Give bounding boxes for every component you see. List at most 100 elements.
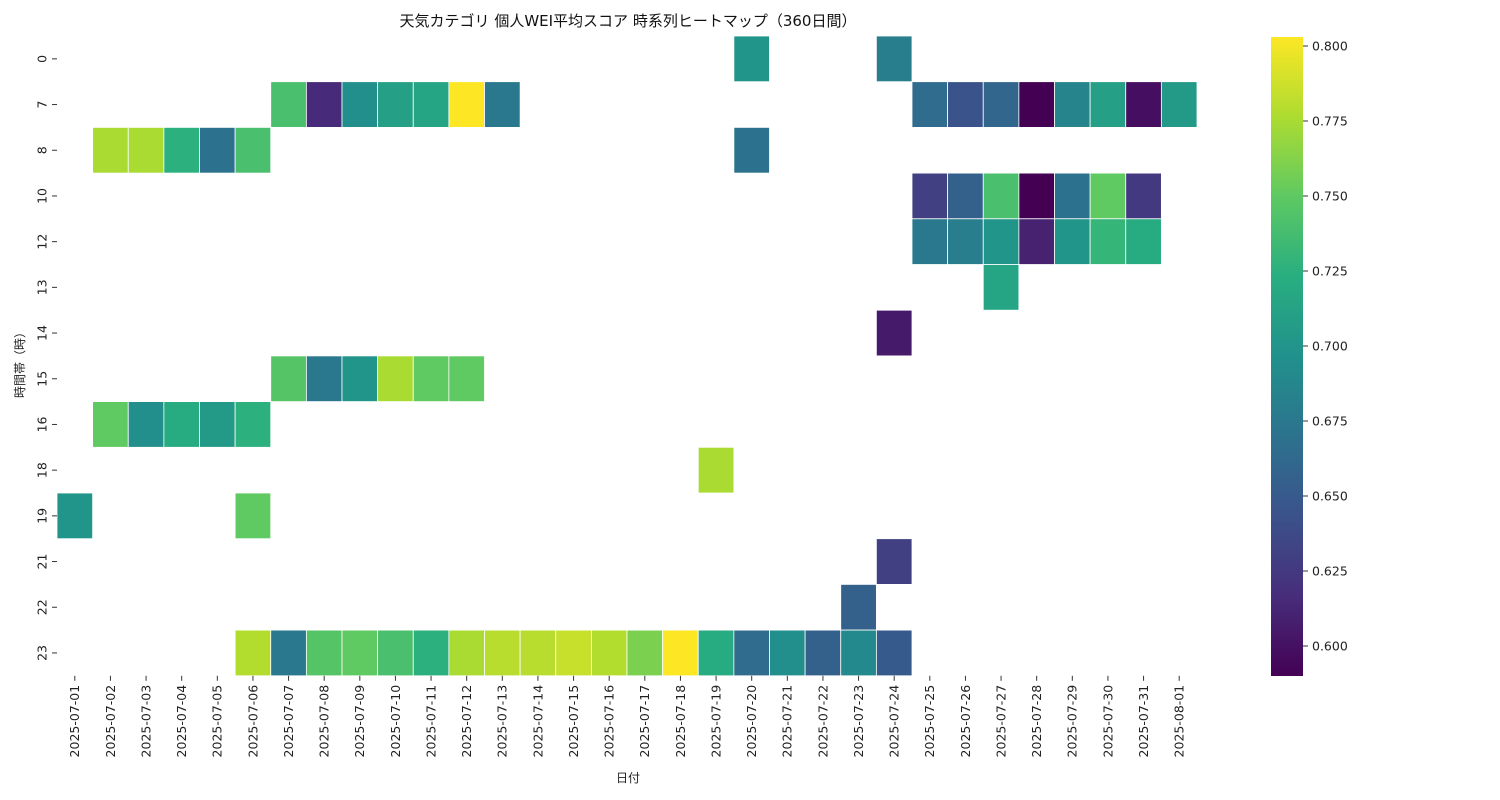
heatmap-cell <box>1018 81 1055 128</box>
heatmap-cell <box>1125 218 1162 265</box>
heatmap-cell <box>234 401 272 448</box>
heatmap-cell <box>234 492 272 540</box>
heatmap-cell <box>982 264 1020 311</box>
heatmap-cell <box>412 81 450 128</box>
heatmap-cell <box>1054 218 1091 265</box>
heatmap-cell <box>840 629 877 677</box>
heatmap-cell <box>341 629 379 677</box>
heatmap-cell <box>127 401 165 448</box>
x-tick-label: 2025-07-25 <box>922 685 937 758</box>
x-tick-label: 2025-07-19 <box>708 685 723 758</box>
x-axis: 2025-07-01 2025-07-02 2025-07-03 2025-07-04… <box>67 675 1187 758</box>
heatmap-cell <box>875 629 913 677</box>
heatmap-cell <box>519 629 557 677</box>
heatmap-cell <box>1018 172 1055 220</box>
x-tick-label: 2025-07-23 <box>851 685 866 758</box>
colorbar-tick-label: 0.800 <box>1312 38 1348 53</box>
heatmap-cells <box>56 35 1198 677</box>
heatmap-cell <box>448 355 485 402</box>
heatmap-cell <box>911 218 949 265</box>
chart-title: 天気カテゴリ 個人WEI平均スコア 時系列ヒートマップ（360日間） <box>400 12 857 30</box>
y-tick-label: 0 <box>34 55 49 63</box>
heatmap-cell <box>1125 81 1162 128</box>
heatmap-cell <box>555 629 592 677</box>
y-tick-label: 8 <box>34 146 49 154</box>
colorbar-tick-label: 0.600 <box>1312 638 1348 653</box>
heatmap-cell <box>840 584 877 631</box>
heatmap-cell <box>1089 172 1127 220</box>
x-tick-label: 2025-07-09 <box>352 685 367 758</box>
heatmap-cell <box>199 127 236 174</box>
heatmap-cell <box>448 81 485 128</box>
x-tick-label: 2025-07-01 <box>67 685 82 758</box>
heatmap-cell <box>1089 218 1127 265</box>
heatmap-cell <box>911 81 949 128</box>
x-tick-label: 2025-08-01 <box>1172 685 1187 758</box>
heatmap-cell <box>412 355 450 402</box>
heatmap-cell <box>947 81 984 128</box>
y-axis-label: 時間帯（時） <box>13 326 27 398</box>
x-tick-label: 2025-07-16 <box>602 685 617 758</box>
x-tick-label: 2025-07-11 <box>423 685 438 758</box>
y-tick-label: 22 <box>34 599 49 615</box>
x-tick-label: 2025-07-27 <box>993 685 1008 758</box>
heatmap-cell <box>412 629 450 677</box>
colorbar-tick-label: 0.675 <box>1312 413 1348 428</box>
x-tick-label: 2025-07-02 <box>103 685 118 758</box>
x-tick-label: 2025-07-06 <box>245 685 260 758</box>
heatmap-cell <box>1054 172 1091 220</box>
x-tick-label: 2025-07-18 <box>673 685 688 758</box>
x-tick-label: 2025-07-26 <box>958 685 973 758</box>
heatmap-cell <box>305 629 343 677</box>
x-tick-label: 2025-07-15 <box>566 685 581 758</box>
x-tick-label: 2025-07-22 <box>815 685 830 758</box>
heatmap-cell <box>875 309 913 357</box>
heatmap-cell <box>341 355 379 402</box>
x-tick-label: 2025-07-30 <box>1100 685 1115 758</box>
heatmap-cell <box>1054 81 1091 128</box>
heatmap-cell <box>377 355 414 402</box>
heatmap-cell <box>733 629 770 677</box>
x-tick-label: 2025-07-10 <box>388 685 403 758</box>
x-tick-label: 2025-07-03 <box>138 685 153 758</box>
heatmap-cell <box>875 35 913 83</box>
heatmap-cell <box>697 446 735 494</box>
heatmap-cell <box>234 629 272 677</box>
heatmap-cell <box>448 629 485 677</box>
heatmap-cell <box>590 629 628 677</box>
heatmap-cell <box>270 81 307 128</box>
heatmap-cell <box>270 355 307 402</box>
heatmap-cell <box>982 81 1020 128</box>
heatmap-cell <box>626 629 664 677</box>
y-tick-label: 14 <box>34 325 49 341</box>
heatmap-cell <box>911 172 949 220</box>
colorbar-tick-label: 0.750 <box>1312 188 1348 203</box>
y-axis: 0 7 8 10 12 13 14 15 16 18 19 21 22 23 <box>34 55 57 661</box>
x-tick-label: 2025-07-24 <box>887 685 902 758</box>
colorbar-tick-label: 0.725 <box>1312 263 1348 278</box>
heatmap-cell <box>947 172 984 220</box>
x-tick-label: 2025-07-05 <box>210 685 225 758</box>
y-tick-label: 10 <box>34 188 49 204</box>
y-tick-label: 7 <box>34 101 49 109</box>
x-tick-label: 2025-07-31 <box>1136 685 1151 758</box>
heatmap-cell <box>92 127 129 174</box>
heatmap-cell <box>697 629 735 677</box>
heatmap-cell <box>484 629 521 677</box>
heatmap-cell <box>199 401 236 448</box>
colorbar <box>1271 37 1303 676</box>
x-tick-label: 2025-07-14 <box>530 685 545 758</box>
colorbar-ticks: 0.600 0.625 0.650 0.675 0.700 0.725 0.750 0.775… <box>1303 38 1348 653</box>
heatmap-cell <box>163 127 200 174</box>
heatmap-cell <box>163 401 200 448</box>
heatmap-cell <box>234 127 272 174</box>
heatmap-cell <box>56 492 94 540</box>
x-tick-label: 2025-07-12 <box>459 685 474 758</box>
y-tick-label: 16 <box>34 416 49 432</box>
heatmap-cell <box>341 81 379 128</box>
heatmap-cell <box>733 127 770 174</box>
heatmap-cell <box>947 218 984 265</box>
heatmap-cell <box>1018 218 1055 265</box>
y-tick-label: 18 <box>34 462 49 478</box>
